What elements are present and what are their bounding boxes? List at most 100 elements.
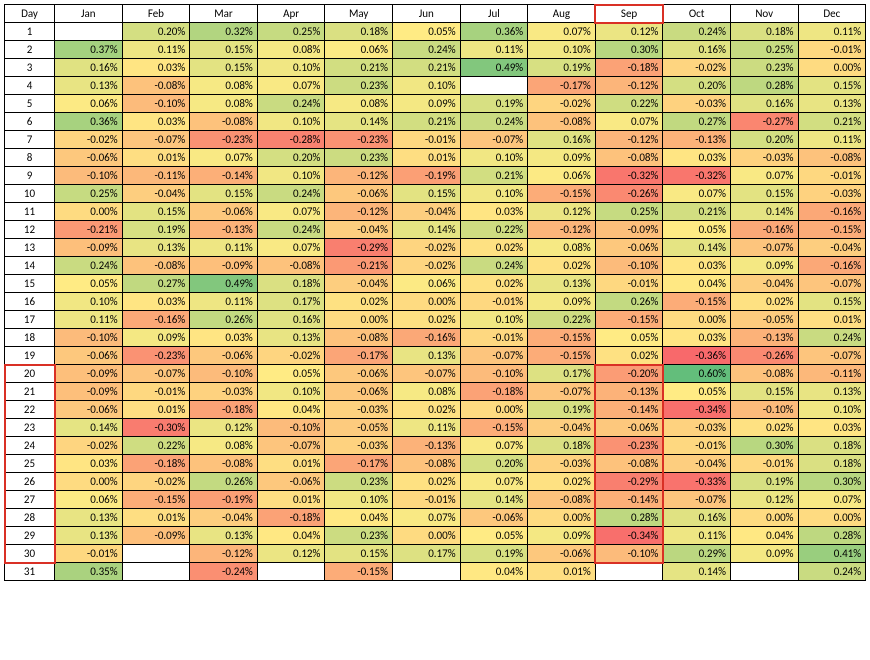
heatmap-cell: 0.11%	[392, 419, 460, 437]
heatmap-cell: -0.03%	[325, 401, 393, 419]
day-label: 6	[5, 113, 55, 131]
heatmap-cell: -0.17%	[325, 347, 393, 365]
heatmap-cell: 0.22%	[122, 437, 190, 455]
heatmap-cell: -0.10%	[595, 257, 663, 275]
heatmap-cell: 0.01%	[257, 491, 325, 509]
heatmap-cell: 0.24%	[460, 113, 528, 131]
heatmap-cell: 0.08%	[190, 77, 258, 95]
heatmap-cell: 0.35%	[55, 563, 123, 581]
heatmap-cell: 0.21%	[325, 59, 393, 77]
heatmap-cell: -0.02%	[392, 239, 460, 257]
heatmap-cell: -0.13%	[190, 221, 258, 239]
heatmap-cell: -0.08%	[325, 329, 393, 347]
heatmap-cell: 0.00%	[55, 203, 123, 221]
heatmap-cell: -0.18%	[460, 383, 528, 401]
heatmap-cell: 0.11%	[663, 527, 731, 545]
heatmap-cell: 0.10%	[257, 383, 325, 401]
heatmap-cell: -0.01%	[798, 41, 866, 59]
heatmap-cell: 0.22%	[460, 221, 528, 239]
heatmap-cell: 0.05%	[257, 365, 325, 383]
heatmap-cell: 0.03%	[663, 329, 731, 347]
heatmap-cell: 0.14%	[663, 239, 731, 257]
heatmap-cell: -0.34%	[663, 401, 731, 419]
heatmap-cell: 0.00%	[528, 509, 596, 527]
heatmap-cell: -0.12%	[595, 131, 663, 149]
heatmap-cell: -0.19%	[190, 491, 258, 509]
heatmap-cell: 0.24%	[798, 329, 866, 347]
heatmap-cell: 0.05%	[595, 329, 663, 347]
heatmap-cell: 0.25%	[595, 203, 663, 221]
heatmap-cell: 0.21%	[392, 113, 460, 131]
heatmap-cell: 0.09%	[730, 545, 798, 563]
heatmap-cell: 0.03%	[122, 293, 190, 311]
heatmap-cell: 0.12%	[528, 203, 596, 221]
heatmap-cell: -0.06%	[257, 473, 325, 491]
heatmap-cell: 0.07%	[392, 509, 460, 527]
heatmap-cell: -0.03%	[730, 149, 798, 167]
month-header-may: May	[325, 5, 393, 23]
day-label: 13	[5, 239, 55, 257]
heatmap-cell: -0.07%	[798, 275, 866, 293]
heatmap-cell: 0.04%	[257, 401, 325, 419]
heatmap-cell: -0.01%	[798, 167, 866, 185]
heatmap-cell: -0.01%	[663, 437, 731, 455]
heatmap-cell: -0.06%	[55, 347, 123, 365]
heatmap-cell: -0.14%	[595, 491, 663, 509]
heatmap-cell: -0.26%	[730, 347, 798, 365]
heatmap-cell: -0.15%	[325, 563, 393, 581]
heatmap-cell: -0.01%	[122, 383, 190, 401]
heatmap-cell: -0.01%	[55, 545, 123, 563]
heatmap-cell: 0.00%	[663, 311, 731, 329]
heatmap-cell: 0.03%	[460, 203, 528, 221]
heatmap-cell: -0.06%	[325, 365, 393, 383]
heatmap-cell: -0.04%	[325, 275, 393, 293]
heatmap-cell: 0.60%	[663, 365, 731, 383]
heatmap-cell: 0.09%	[528, 149, 596, 167]
heatmap-cell: -0.07%	[663, 491, 731, 509]
day-label: 27	[5, 491, 55, 509]
heatmap-cell: 0.23%	[325, 149, 393, 167]
heatmap-cell: 0.00%	[730, 509, 798, 527]
heatmap-cell: 0.23%	[325, 473, 393, 491]
heatmap-cell: 0.24%	[392, 41, 460, 59]
day-label: 17	[5, 311, 55, 329]
heatmap-cell: 0.15%	[730, 185, 798, 203]
heatmap-cell: 0.09%	[528, 527, 596, 545]
heatmap-cell: 0.18%	[325, 23, 393, 41]
heatmap-cell: 0.08%	[325, 95, 393, 113]
day-label: 12	[5, 221, 55, 239]
heatmap-cell: -0.23%	[190, 131, 258, 149]
heatmap-cell: 0.00%	[460, 401, 528, 419]
month-header-apr: Apr	[257, 5, 325, 23]
heatmap-cell: -0.16%	[798, 203, 866, 221]
heatmap-cell: 0.25%	[257, 23, 325, 41]
heatmap-cell: 0.06%	[392, 275, 460, 293]
heatmap-cell: 0.13%	[55, 77, 123, 95]
heatmap-cell	[460, 77, 528, 95]
heatmap-cell: 0.11%	[460, 41, 528, 59]
heatmap-cell: -0.13%	[730, 329, 798, 347]
heatmap-cell: 0.07%	[730, 167, 798, 185]
heatmap-cell: 0.08%	[257, 41, 325, 59]
heatmap-cell: -0.17%	[528, 77, 596, 95]
heatmap-cell: -0.08%	[528, 491, 596, 509]
heatmap-cell: -0.14%	[595, 401, 663, 419]
heatmap-cell: -0.10%	[122, 95, 190, 113]
heatmap-cell: -0.04%	[730, 275, 798, 293]
heatmap-cell: 0.21%	[663, 203, 731, 221]
month-header-sep: Sep	[595, 5, 663, 23]
heatmap-cell: 0.02%	[392, 473, 460, 491]
heatmap-cell: 0.21%	[798, 113, 866, 131]
heatmap-cell: 0.17%	[392, 545, 460, 563]
heatmap-cell: -0.05%	[730, 311, 798, 329]
heatmap-cell: 0.23%	[730, 59, 798, 77]
heatmap-cell: 0.00%	[392, 293, 460, 311]
day-label: 28	[5, 509, 55, 527]
heatmap-cell: 0.06%	[325, 41, 393, 59]
heatmap-cell: 0.03%	[190, 329, 258, 347]
heatmap-cell: 0.13%	[55, 509, 123, 527]
heatmap-cell: 0.08%	[190, 95, 258, 113]
heatmap-cell: 0.19%	[730, 473, 798, 491]
heatmap-cell: 0.26%	[595, 293, 663, 311]
heatmap-cell: -0.29%	[325, 239, 393, 257]
